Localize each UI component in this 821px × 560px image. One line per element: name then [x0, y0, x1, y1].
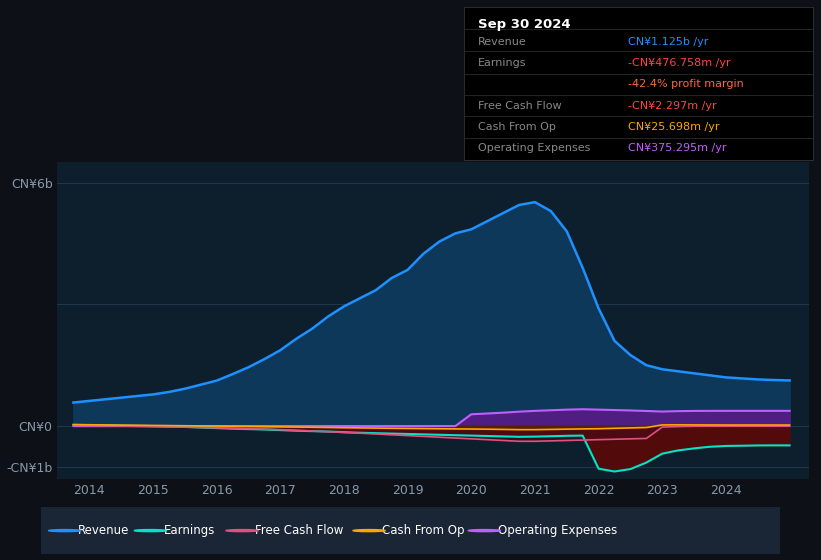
Circle shape [468, 530, 501, 531]
Text: -CN¥476.758m /yr: -CN¥476.758m /yr [628, 58, 731, 68]
Text: Operating Expenses: Operating Expenses [478, 143, 590, 153]
Text: Cash From Op: Cash From Op [383, 524, 465, 537]
Text: Operating Expenses: Operating Expenses [498, 524, 617, 537]
Text: -42.4% profit margin: -42.4% profit margin [628, 79, 744, 89]
Text: Revenue: Revenue [78, 524, 130, 537]
Text: CN¥375.295m /yr: CN¥375.295m /yr [628, 143, 727, 153]
Text: CN¥1.125b /yr: CN¥1.125b /yr [628, 36, 709, 46]
Circle shape [134, 530, 167, 531]
Circle shape [48, 530, 81, 531]
Text: Revenue: Revenue [478, 36, 526, 46]
Text: Free Cash Flow: Free Cash Flow [255, 524, 344, 537]
Text: Cash From Op: Cash From Op [478, 122, 556, 132]
Text: CN¥25.698m /yr: CN¥25.698m /yr [628, 122, 719, 132]
Text: Sep 30 2024: Sep 30 2024 [478, 18, 571, 31]
Text: -CN¥2.297m /yr: -CN¥2.297m /yr [628, 101, 717, 110]
Text: Earnings: Earnings [163, 524, 215, 537]
Text: Earnings: Earnings [478, 58, 526, 68]
Circle shape [353, 530, 385, 531]
Circle shape [226, 530, 259, 531]
Text: Free Cash Flow: Free Cash Flow [478, 101, 562, 110]
